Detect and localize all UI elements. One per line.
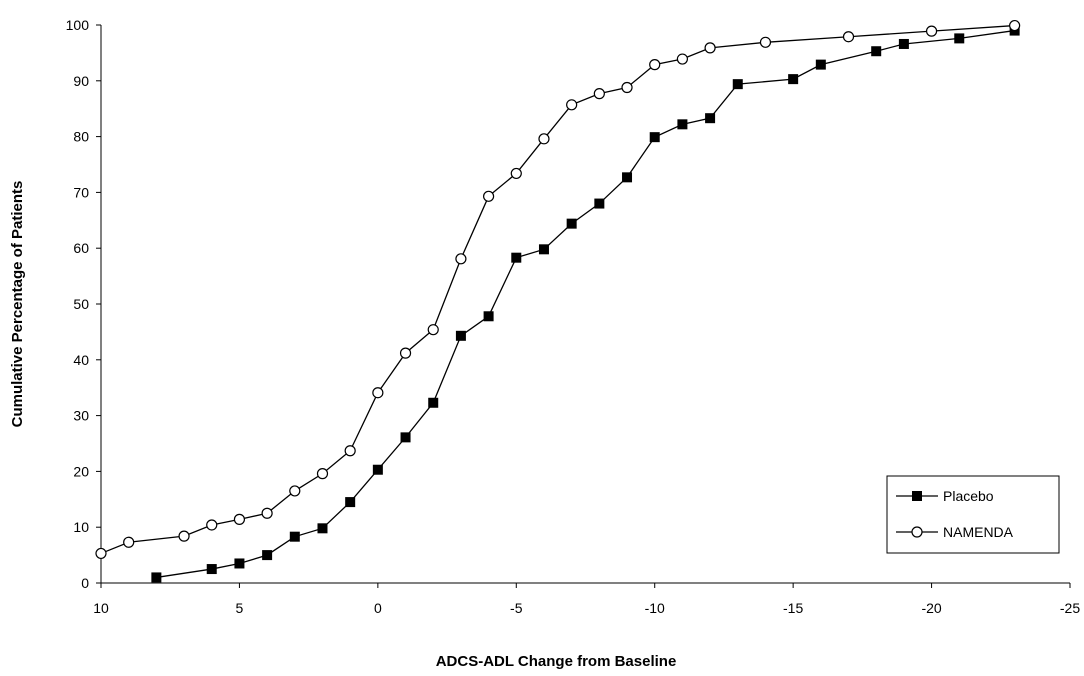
x-axis-ticks: 10 5 0 -5 -10 -15 -20 -25 bbox=[93, 583, 1080, 616]
placebo-point bbox=[622, 172, 633, 183]
namenda-point bbox=[593, 88, 605, 100]
x-tick-label: -10 bbox=[645, 600, 665, 616]
placebo-point bbox=[815, 59, 826, 70]
placebo-point bbox=[732, 79, 743, 90]
namenda-point bbox=[483, 190, 495, 202]
namenda-point bbox=[1009, 19, 1021, 32]
placebo-point bbox=[677, 119, 688, 130]
placebo-point bbox=[345, 497, 356, 508]
placebo-point bbox=[289, 531, 300, 542]
legend-placebo-label: Placebo bbox=[943, 488, 994, 504]
placebo-point bbox=[538, 244, 549, 255]
placebo-point bbox=[262, 550, 273, 561]
namenda-point bbox=[538, 133, 550, 145]
namenda-point bbox=[842, 31, 855, 43]
namenda-point bbox=[233, 513, 246, 525]
placebo-point bbox=[898, 38, 909, 49]
legend-placebo-marker bbox=[912, 491, 922, 501]
y-axis-title: Cumulative Percentage of Patients bbox=[9, 181, 26, 428]
namenda-point bbox=[649, 59, 661, 71]
y-tick-label: 30 bbox=[73, 408, 89, 424]
placebo-point bbox=[317, 523, 328, 534]
y-tick-label: 100 bbox=[66, 17, 90, 33]
namenda-point bbox=[566, 99, 578, 111]
placebo-point bbox=[400, 432, 411, 443]
namenda-point bbox=[510, 167, 522, 180]
y-tick-label: 40 bbox=[73, 352, 89, 368]
y-tick-label: 20 bbox=[73, 463, 89, 479]
y-tick-label: 10 bbox=[73, 519, 89, 535]
namenda-point bbox=[261, 507, 273, 519]
x-tick-label: -25 bbox=[1060, 600, 1080, 616]
placebo-point bbox=[483, 311, 494, 322]
placebo-point bbox=[566, 218, 577, 229]
namenda-point bbox=[372, 387, 384, 399]
x-axis-title: ADCS-ADL Change from Baseline bbox=[436, 653, 677, 670]
namenda-point bbox=[289, 485, 301, 497]
legend-namenda-marker bbox=[911, 526, 923, 538]
legend: Placebo NAMENDA bbox=[886, 475, 1060, 554]
namenda-point bbox=[178, 530, 190, 542]
namenda-point bbox=[455, 253, 467, 265]
legend-box bbox=[886, 475, 1060, 554]
placebo-point bbox=[428, 397, 439, 408]
x-tick-label: 0 bbox=[374, 600, 382, 616]
x-tick-label: -5 bbox=[510, 600, 523, 616]
placebo-point bbox=[649, 132, 660, 143]
placebo-point bbox=[206, 564, 217, 575]
namenda-point bbox=[704, 42, 716, 54]
namenda-point bbox=[427, 324, 439, 336]
namenda-point bbox=[123, 536, 135, 548]
x-tick-label: 5 bbox=[236, 600, 244, 616]
placebo-point bbox=[705, 113, 716, 124]
placebo-point bbox=[234, 558, 245, 569]
placebo-point bbox=[954, 33, 965, 44]
placebo-point bbox=[151, 572, 162, 583]
y-tick-label: 50 bbox=[73, 296, 89, 312]
y-tick-label: 60 bbox=[73, 240, 89, 256]
placebo-point bbox=[788, 74, 799, 85]
series-layer bbox=[95, 19, 1021, 583]
y-tick-label: 0 bbox=[81, 575, 89, 591]
y-tick-label: 80 bbox=[73, 129, 89, 145]
placebo-point bbox=[372, 464, 383, 475]
placebo-point bbox=[455, 330, 466, 341]
legend-namenda-label: NAMENDA bbox=[943, 524, 1014, 540]
namenda-point bbox=[399, 347, 412, 359]
namenda-line bbox=[100, 24, 1015, 555]
namenda-point bbox=[925, 25, 938, 37]
namenda-point bbox=[206, 519, 218, 531]
x-tick-label: 10 bbox=[93, 600, 109, 616]
namenda-point bbox=[759, 36, 772, 48]
placebo-point bbox=[871, 46, 882, 57]
namenda-point bbox=[621, 81, 633, 94]
placebo-point bbox=[594, 198, 605, 209]
namenda-point bbox=[676, 53, 689, 65]
x-tick-label: -20 bbox=[921, 600, 941, 616]
y-tick-label: 70 bbox=[73, 184, 89, 200]
namenda-point bbox=[344, 445, 356, 457]
y-tick-label: 90 bbox=[73, 73, 89, 89]
placebo-line bbox=[156, 29, 1015, 579]
namenda-point bbox=[95, 547, 107, 560]
x-tick-label: -15 bbox=[783, 600, 803, 616]
placebo-point bbox=[511, 252, 522, 263]
namenda-point bbox=[316, 468, 329, 480]
y-axis-ticks: 0 10 20 30 40 50 60 70 80 90 100 bbox=[66, 17, 101, 591]
